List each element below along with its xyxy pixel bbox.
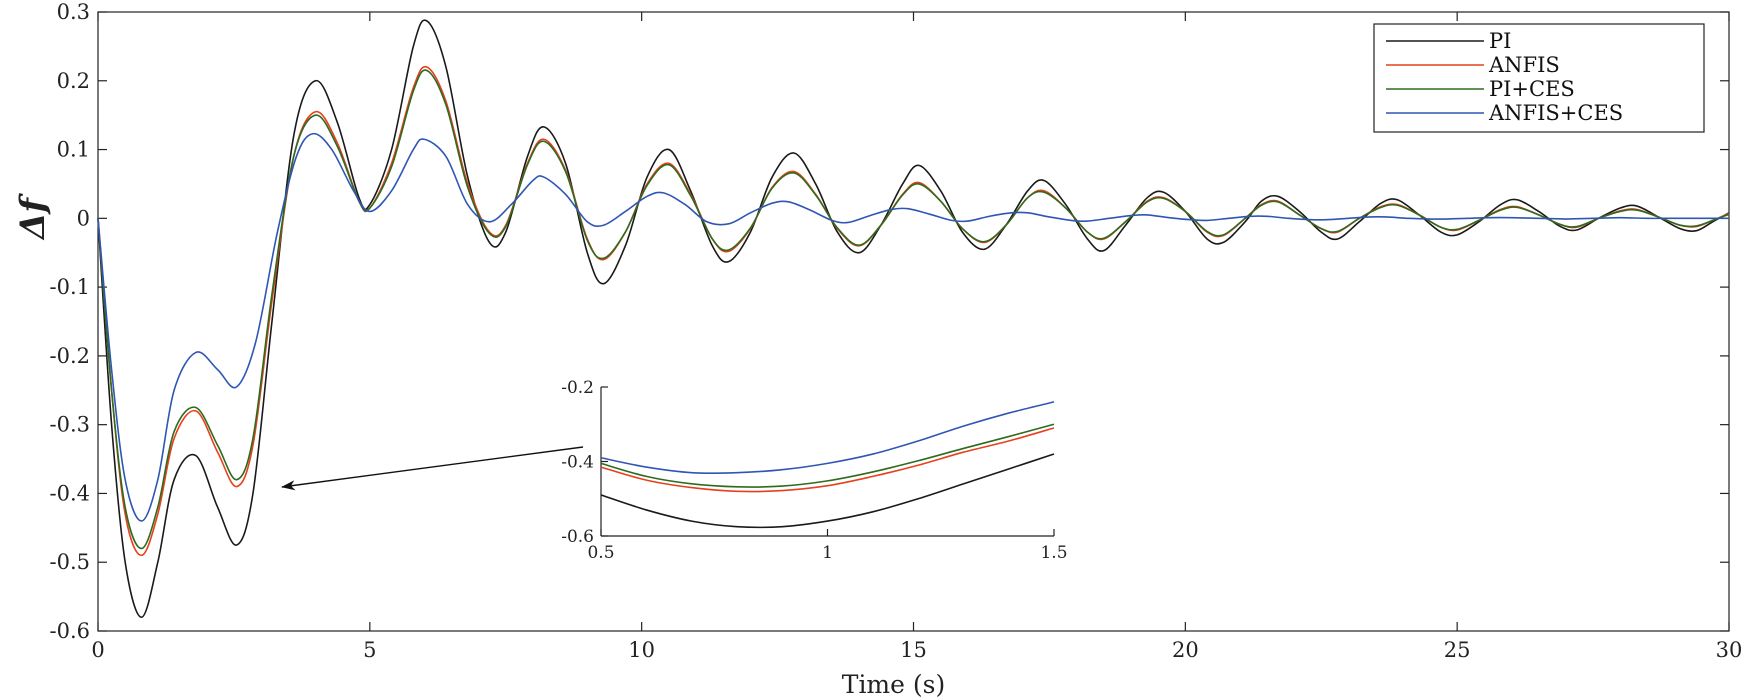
y-axis-label: Δf bbox=[13, 193, 53, 241]
x-tick-label: 25 bbox=[1444, 638, 1471, 662]
y-tick-label: -0.3 bbox=[50, 413, 91, 437]
series-line-pi-ces bbox=[97, 69, 1730, 550]
inset-x-tick-label: 0.5 bbox=[587, 543, 614, 563]
inset-series-group bbox=[600, 401, 1055, 529]
legend-label: PI+CES bbox=[1489, 77, 1575, 101]
y-axis-label-var: f bbox=[13, 193, 53, 215]
legend-box bbox=[1373, 23, 1705, 133]
y-tick-label: -0.1 bbox=[50, 275, 91, 299]
x-tick-label: 20 bbox=[1172, 638, 1199, 662]
inset-y-tick-label: -0.6 bbox=[561, 527, 594, 547]
y-tick-label: -0.6 bbox=[50, 619, 91, 643]
inset-ticks: 0.5 1 1.5 -0.2 -0.4 -0.6 bbox=[561, 378, 1067, 563]
inset-plot: 0.5 1 1.5 -0.2 -0.4 -0.6 bbox=[561, 378, 1067, 563]
main-x-axis: 0 5 10 15 20 25 30 bbox=[91, 12, 1742, 662]
zoom-arrow bbox=[281, 446, 584, 491]
x-tick-label: 15 bbox=[900, 638, 927, 662]
y-tick-label: -0.4 bbox=[50, 481, 91, 505]
y-tick-label: 0.2 bbox=[57, 69, 90, 93]
inset-series-line-anfis bbox=[600, 427, 1055, 493]
y-tick-label: 0.3 bbox=[57, 0, 90, 24]
x-tick-label: 10 bbox=[628, 638, 655, 662]
y-tick-label: 0.1 bbox=[57, 138, 90, 162]
inset-x-tick-label: 1.5 bbox=[1040, 543, 1067, 563]
main-series-group bbox=[97, 19, 1730, 619]
inset-y-tick-label: -0.4 bbox=[561, 453, 594, 473]
y-tick-label: -0.2 bbox=[50, 344, 91, 368]
main-y-axis: 0.3 0.2 0.1 0 -0.1 -0.2 -0.3 -0.4 -0.5 -0.6 bbox=[50, 0, 1729, 643]
inset-series-line-pi-ces bbox=[600, 423, 1055, 488]
y-axis-label-delta: Δ bbox=[13, 213, 53, 241]
series-line-pi bbox=[97, 19, 1730, 619]
inset-series-line-anfis-ces bbox=[600, 401, 1055, 475]
series-line-anfis-ces bbox=[97, 132, 1729, 522]
x-tick-label: 30 bbox=[1716, 638, 1743, 662]
inset-x-tick-label: 1 bbox=[822, 543, 833, 563]
x-tick-label: 0 bbox=[91, 638, 104, 662]
y-tick-label: -0.5 bbox=[50, 550, 91, 574]
x-axis-label: Time (s) bbox=[842, 670, 945, 699]
x-tick-label: 5 bbox=[363, 638, 376, 662]
inset-y-tick-label: -0.2 bbox=[561, 378, 594, 398]
legend-label: PI bbox=[1489, 29, 1511, 53]
legend-label: ANFIS bbox=[1488, 53, 1560, 77]
legend-label: ANFIS+CES bbox=[1488, 101, 1623, 125]
inset-series-line-pi bbox=[600, 453, 1055, 529]
y-tick-label: 0 bbox=[77, 206, 90, 230]
